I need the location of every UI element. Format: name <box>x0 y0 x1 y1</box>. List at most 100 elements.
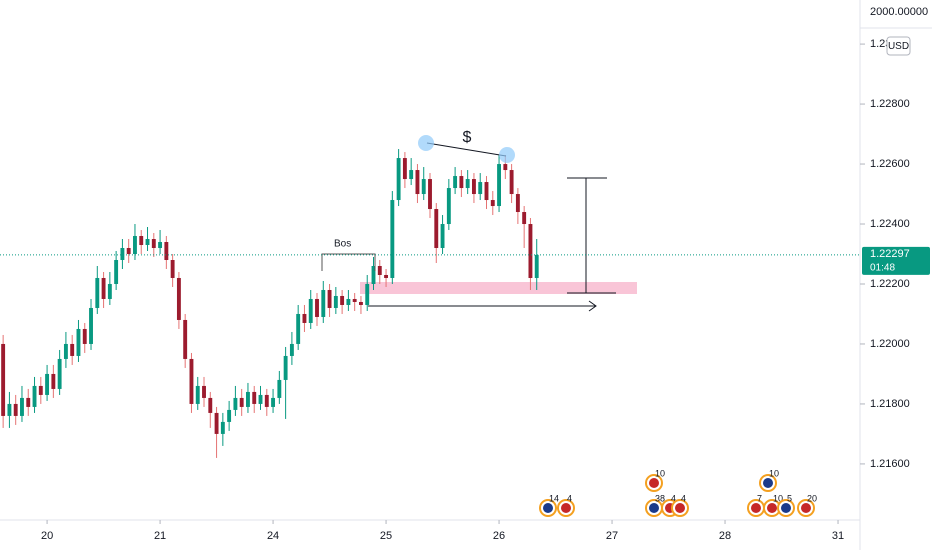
bos-label: Bos <box>334 239 351 250</box>
event-flag <box>561 503 571 513</box>
candle-body <box>26 397 31 407</box>
candle-body <box>503 164 508 171</box>
candle-body <box>158 242 163 249</box>
candle-body <box>145 239 150 246</box>
last-price-label: 1.22297 <box>870 248 910 260</box>
y-tick-label: 1.22800 <box>870 98 910 110</box>
x-tick-label: 25 <box>380 530 392 542</box>
candle-body <box>490 200 495 207</box>
high-marker <box>499 147 515 163</box>
candle-body <box>277 379 282 398</box>
candle-body <box>239 397 244 407</box>
event-label: 4 <box>567 493 572 503</box>
candle-body <box>271 397 276 407</box>
candle-body <box>51 373 56 389</box>
candle-body <box>220 421 225 434</box>
y-tick-label: 1.21800 <box>870 398 910 410</box>
candle-body <box>459 176 464 189</box>
candle-body <box>7 403 12 416</box>
candle-body <box>352 298 357 302</box>
candle-body <box>82 328 87 344</box>
candle-body <box>434 209 439 249</box>
x-tick-label: 21 <box>154 530 166 542</box>
currency-box[interactable] <box>886 36 911 56</box>
event-label: 7 <box>757 493 762 503</box>
candle-body <box>315 298 319 317</box>
y-tick-label: 1.22200 <box>870 278 910 290</box>
candle-body <box>346 298 351 305</box>
candle-body <box>484 182 489 201</box>
candle-body <box>20 397 24 416</box>
candle-body <box>258 394 263 404</box>
candle-body <box>396 158 401 201</box>
y-tick-label: 1.21600 <box>870 458 910 470</box>
candle-body <box>340 295 345 305</box>
candle-body <box>302 313 307 323</box>
liquidity-label: $ <box>463 129 472 146</box>
candle-body <box>38 385 43 395</box>
candle-body <box>164 242 169 260</box>
candle-body <box>333 295 338 308</box>
event-label: 10 <box>773 493 783 503</box>
candle-body <box>45 373 50 395</box>
x-tick-label: 28 <box>719 530 731 542</box>
currency: USD <box>888 41 909 52</box>
candle-body <box>409 170 414 180</box>
x-tick-label: 31 <box>832 530 844 542</box>
candle-body <box>246 391 250 407</box>
event-flag <box>649 503 659 513</box>
x-tick-label: 26 <box>493 530 505 542</box>
candle-body <box>208 397 213 413</box>
event-label: 38 <box>655 493 665 503</box>
y-tick-label: 1.22600 <box>870 158 910 170</box>
event-label: 10 <box>655 468 665 478</box>
candle-body <box>453 176 458 189</box>
event-label: 5 <box>787 493 792 503</box>
bos-line <box>321 253 376 271</box>
candle-body <box>371 265 376 284</box>
event-flag <box>763 478 773 488</box>
candle-body <box>515 194 520 213</box>
equal-highs-line <box>426 142 507 157</box>
candle-body <box>32 385 37 407</box>
event-flag <box>751 503 761 513</box>
candle-body <box>522 212 527 225</box>
candle-body <box>252 391 257 404</box>
candle-body <box>63 343 68 359</box>
candle-body <box>465 179 470 189</box>
demand-zone <box>360 282 637 294</box>
event-label: 10 <box>769 468 779 478</box>
candle-body <box>359 301 363 305</box>
candle-body <box>384 274 389 278</box>
candle-body <box>195 385 200 404</box>
event-flag <box>767 503 777 513</box>
event-label: 20 <box>807 493 817 503</box>
candle-body <box>202 385 206 398</box>
candle-body <box>264 394 269 407</box>
candle-body <box>402 158 407 180</box>
x-tick-label: 24 <box>267 530 279 542</box>
event-label: 4 <box>671 493 676 503</box>
candle-body <box>139 236 144 246</box>
last-price-box <box>862 246 930 275</box>
candle-body <box>497 164 501 207</box>
candle-body <box>176 277 181 320</box>
candle-body <box>183 319 188 359</box>
candle-body <box>377 265 382 275</box>
candle-body <box>133 236 137 255</box>
candle-body <box>13 403 18 416</box>
countdown: 01:48 <box>870 263 895 274</box>
candle-body <box>446 188 451 225</box>
x-tick-label: 20 <box>41 530 53 542</box>
candle-body <box>283 355 288 380</box>
candle-body <box>101 277 106 299</box>
high-marker <box>418 135 434 151</box>
candle-body <box>428 179 432 210</box>
candle-body <box>478 182 483 195</box>
candle-body <box>534 254 539 278</box>
candle-body <box>528 224 533 278</box>
candle-body <box>107 283 112 299</box>
candle-body <box>390 200 395 278</box>
